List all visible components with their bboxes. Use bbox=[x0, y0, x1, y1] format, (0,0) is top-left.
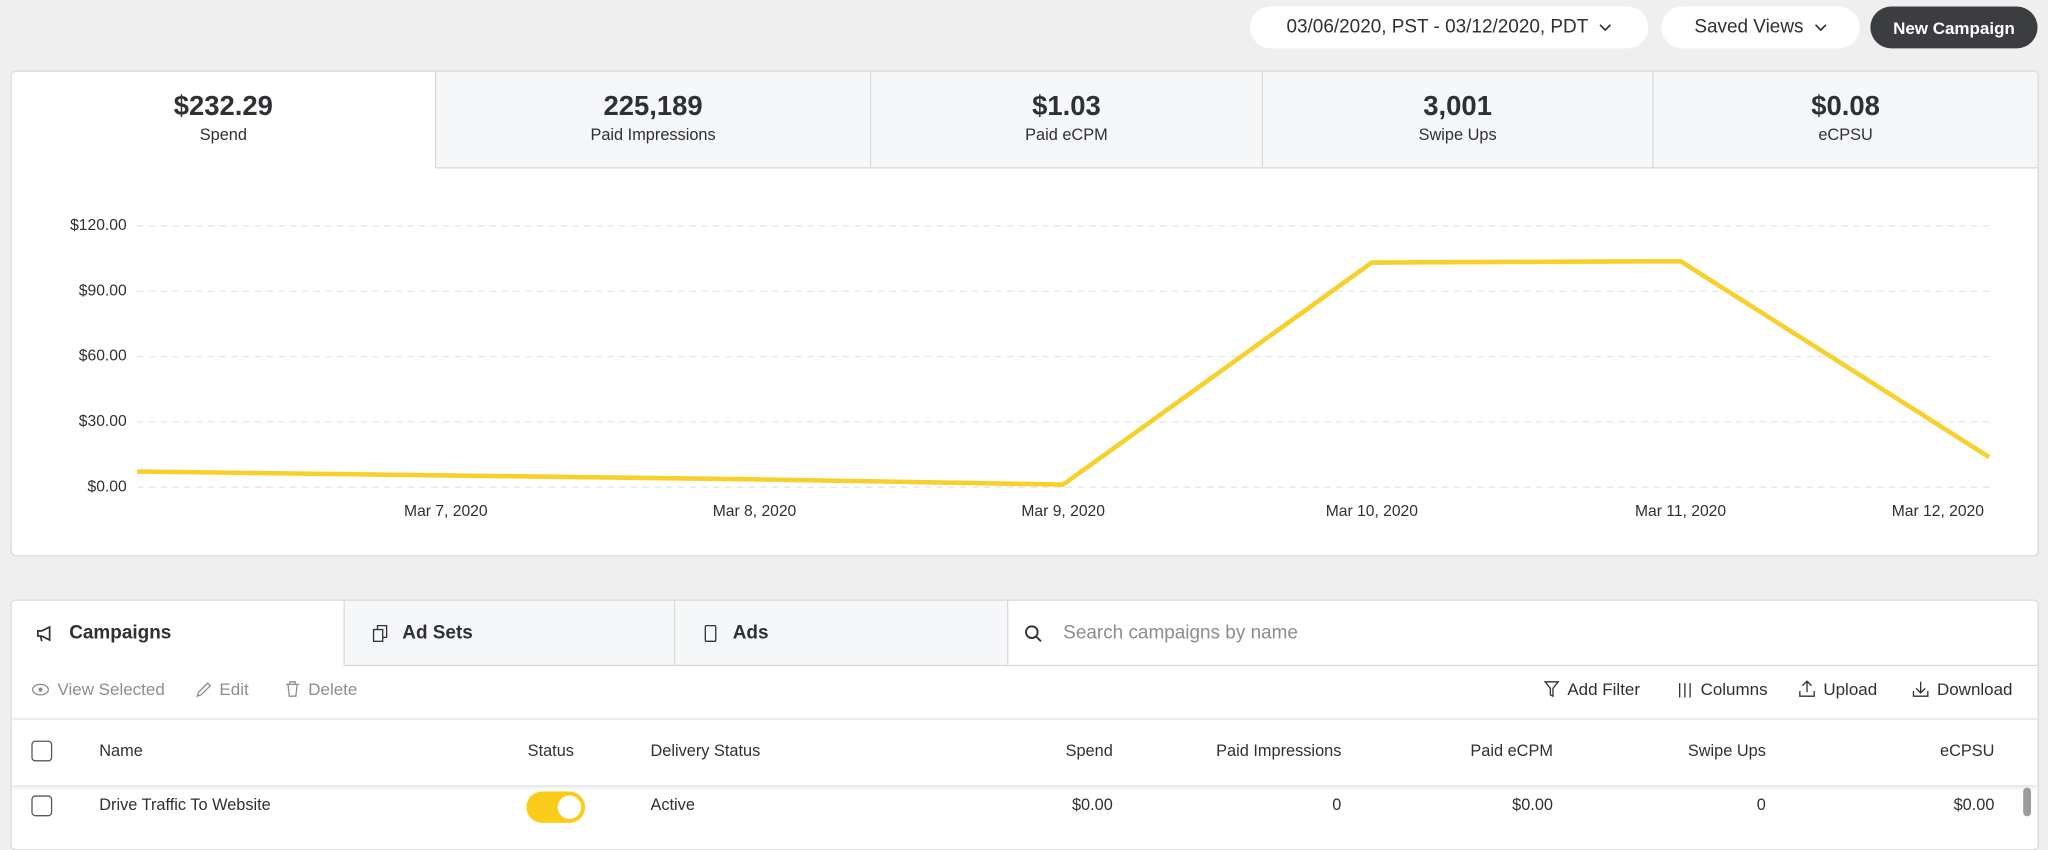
search-placeholder: Search campaigns by name bbox=[1063, 622, 1298, 644]
table-tab[interactable]: Campaigns bbox=[11, 600, 344, 667]
saved-views-button[interactable]: Saved Views bbox=[1661, 6, 1860, 49]
metric-label: Paid eCPM bbox=[1025, 125, 1108, 144]
new-campaign-text: New Campaign bbox=[1893, 17, 2015, 38]
y-tick-label: $120.00 bbox=[70, 217, 127, 234]
metric-label: Swipe Ups bbox=[1418, 125, 1497, 144]
y-tick-label: $30.00 bbox=[79, 413, 127, 430]
metric-label: eCPSU bbox=[1818, 125, 1873, 144]
column-header[interactable]: Status bbox=[527, 741, 574, 761]
trash-icon bbox=[286, 681, 300, 697]
edit-button[interactable]: Edit bbox=[196, 679, 249, 699]
swipe-ups-cell: 0 bbox=[1756, 795, 1766, 814]
select-all-checkbox[interactable] bbox=[31, 740, 53, 762]
download-icon bbox=[1912, 681, 1929, 697]
column-header[interactable]: Spend bbox=[1065, 741, 1113, 761]
x-tick-label: Mar 8, 2020 bbox=[713, 503, 797, 520]
view-selected-button[interactable]: View Selected bbox=[31, 679, 165, 699]
pencil-icon bbox=[196, 681, 212, 697]
tab-label: Campaigns bbox=[69, 623, 172, 644]
chevron-icon bbox=[1814, 24, 1827, 32]
column-header[interactable]: Paid eCPM bbox=[1470, 741, 1553, 761]
add-filter-button[interactable]: Add Filter bbox=[1543, 679, 1641, 699]
x-tick-label: Mar 11, 2020 bbox=[1635, 503, 1726, 520]
spend-cell: $0.00 bbox=[1071, 795, 1113, 814]
search-box[interactable]: Search campaigns by name bbox=[1007, 600, 2038, 667]
column-header[interactable]: eCPSU bbox=[1939, 741, 1995, 761]
metric-tab[interactable]: $1.03 Paid eCPM bbox=[869, 71, 1262, 169]
action-label: Delete bbox=[308, 679, 358, 699]
upload-button[interactable]: Upload bbox=[1799, 679, 1878, 699]
table-tab[interactable]: Ads bbox=[673, 600, 1008, 667]
toggle-knob bbox=[557, 795, 582, 819]
action-label: Columns bbox=[1700, 679, 1768, 699]
chevron-icon bbox=[1599, 24, 1612, 32]
ecpm-cell: $0.00 bbox=[1512, 795, 1553, 814]
status-toggle[interactable] bbox=[526, 791, 586, 823]
metric-value: $232.29 bbox=[173, 91, 273, 122]
megaphone-icon bbox=[37, 625, 51, 642]
column-header[interactable]: Name bbox=[99, 741, 143, 761]
column-header[interactable]: Paid Impressions bbox=[1216, 741, 1342, 761]
filter-icon bbox=[1543, 681, 1560, 698]
delete-button[interactable]: Delete bbox=[285, 679, 358, 699]
metric-label: Spend bbox=[199, 125, 247, 144]
delivery-status: Active bbox=[650, 795, 695, 814]
columns-button[interactable]: Columns bbox=[1677, 679, 1768, 699]
upload-icon bbox=[1799, 680, 1815, 697]
metric-value: 3,001 bbox=[1423, 91, 1492, 122]
eye-icon bbox=[31, 683, 49, 695]
adsets-icon bbox=[372, 624, 388, 642]
table-header-row bbox=[11, 718, 2038, 785]
action-label: Download bbox=[1936, 679, 2013, 699]
scrollbar[interactable] bbox=[2023, 787, 2032, 817]
date-range-picker[interactable]: 03/06/2020, PST - 03/12/2020, PDT bbox=[1249, 6, 1649, 49]
metrics-panel: $232.29 Spend 225,189 Paid Impressions $1.… bbox=[10, 70, 2039, 557]
column-header[interactable]: Swipe Ups bbox=[1687, 741, 1766, 761]
metric-tab[interactable]: $232.29 Spend bbox=[11, 71, 435, 169]
download-button[interactable]: Download bbox=[1912, 679, 2013, 699]
action-label: Upload bbox=[1823, 679, 1878, 699]
metric-value: 225,189 bbox=[603, 91, 703, 122]
impressions-cell: 0 bbox=[1332, 795, 1342, 814]
action-label: View Selected bbox=[57, 679, 165, 699]
metric-tab[interactable]: 3,001 Swipe Ups bbox=[1261, 71, 1653, 169]
line-chart: $0.00 $30.00 $60.00 $90.00 $120.00 Mar 7, 202… bbox=[70, 217, 1991, 520]
x-tick-label: Mar 9, 2020 bbox=[1021, 503, 1105, 520]
y-tick-label: $90.00 bbox=[79, 282, 127, 299]
date-range-text: 03/06/2020, PST - 03/12/2020, PDT bbox=[1286, 16, 1589, 38]
metric-label: Paid Impressions bbox=[590, 125, 716, 144]
y-tick-label: $60.00 bbox=[79, 348, 127, 365]
metric-value: $0.08 bbox=[1811, 91, 1880, 122]
columns-icon bbox=[1679, 682, 1691, 697]
saved-views-text: Saved Views bbox=[1694, 16, 1804, 38]
y-tick-label: $0.00 bbox=[88, 478, 127, 495]
x-tick-label: Mar 7, 2020 bbox=[404, 503, 488, 520]
tab-label: Ads bbox=[732, 622, 769, 644]
column-header[interactable]: Delivery Status bbox=[650, 741, 761, 761]
table-tab[interactable]: Ad Sets bbox=[343, 600, 674, 667]
tab-label: Ad Sets bbox=[402, 622, 473, 644]
line-series bbox=[137, 258, 1991, 487]
action-label: Add Filter bbox=[1567, 679, 1641, 699]
x-tick-label: Mar 10, 2020 bbox=[1326, 503, 1419, 520]
ecpsu-cell: $0.00 bbox=[1953, 795, 1995, 814]
campaign-name[interactable]: Drive Traffic To Website bbox=[99, 795, 271, 814]
action-label: Edit bbox=[219, 679, 249, 699]
new-campaign-button[interactable]: New Campaign bbox=[1870, 6, 2038, 49]
row-checkbox[interactable] bbox=[31, 795, 53, 817]
ads-icon bbox=[704, 624, 717, 642]
metric-value: $1.03 bbox=[1032, 91, 1101, 122]
metric-tab[interactable]: $0.08 eCPSU bbox=[1652, 71, 2038, 169]
metric-tab[interactable]: 225,189 Paid Impressions bbox=[434, 71, 870, 169]
search-icon bbox=[1025, 624, 1042, 642]
table-panel: Campaigns Ad Sets Ads Search campaigns b… bbox=[10, 599, 2039, 850]
x-tick-label: Mar 12, 2020 bbox=[1892, 503, 1985, 520]
